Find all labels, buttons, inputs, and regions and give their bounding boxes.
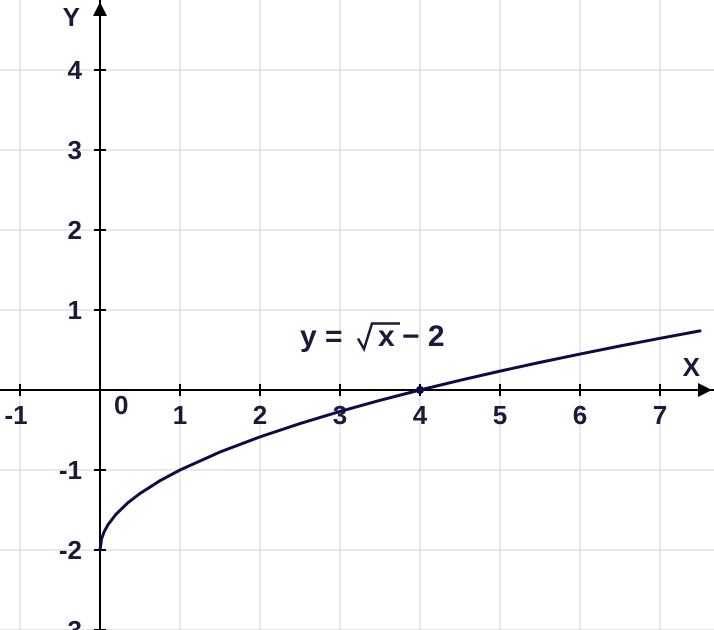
- y-tick-label: 3: [68, 135, 82, 165]
- x-tick-label: 1: [173, 400, 187, 430]
- equation-text-tail: − 2: [402, 320, 445, 353]
- x-tick-label: 3: [333, 400, 347, 430]
- y-tick-label: 2: [68, 215, 82, 245]
- x-tick-label: -1: [4, 400, 27, 430]
- chart-canvas: -101234567-3-2-112345YXy =x − 2: [0, 0, 714, 630]
- y-tick-label: -1: [59, 455, 82, 485]
- chart-background: [0, 0, 714, 630]
- sqrt-chart: -101234567-3-2-112345YXy =x − 2: [0, 0, 714, 630]
- curve-marker-point: [416, 386, 424, 394]
- equation-text-lhs: y =: [300, 320, 343, 353]
- x-tick-label: 5: [493, 400, 507, 430]
- y-tick-label: -3: [59, 615, 82, 630]
- x-tick-label: 7: [653, 400, 667, 430]
- x-tick-label: 6: [573, 400, 587, 430]
- y-tick-label: 1: [68, 295, 82, 325]
- equation-text-radicand: x: [378, 320, 395, 353]
- x-tick-label: 2: [253, 400, 267, 430]
- x-axis-title: X: [683, 352, 701, 382]
- x-tick-label: 4: [413, 400, 428, 430]
- y-tick-label: -2: [59, 535, 82, 565]
- x-tick-label: 0: [114, 390, 128, 420]
- y-axis-title: Y: [63, 2, 80, 32]
- y-tick-label: 4: [68, 55, 83, 85]
